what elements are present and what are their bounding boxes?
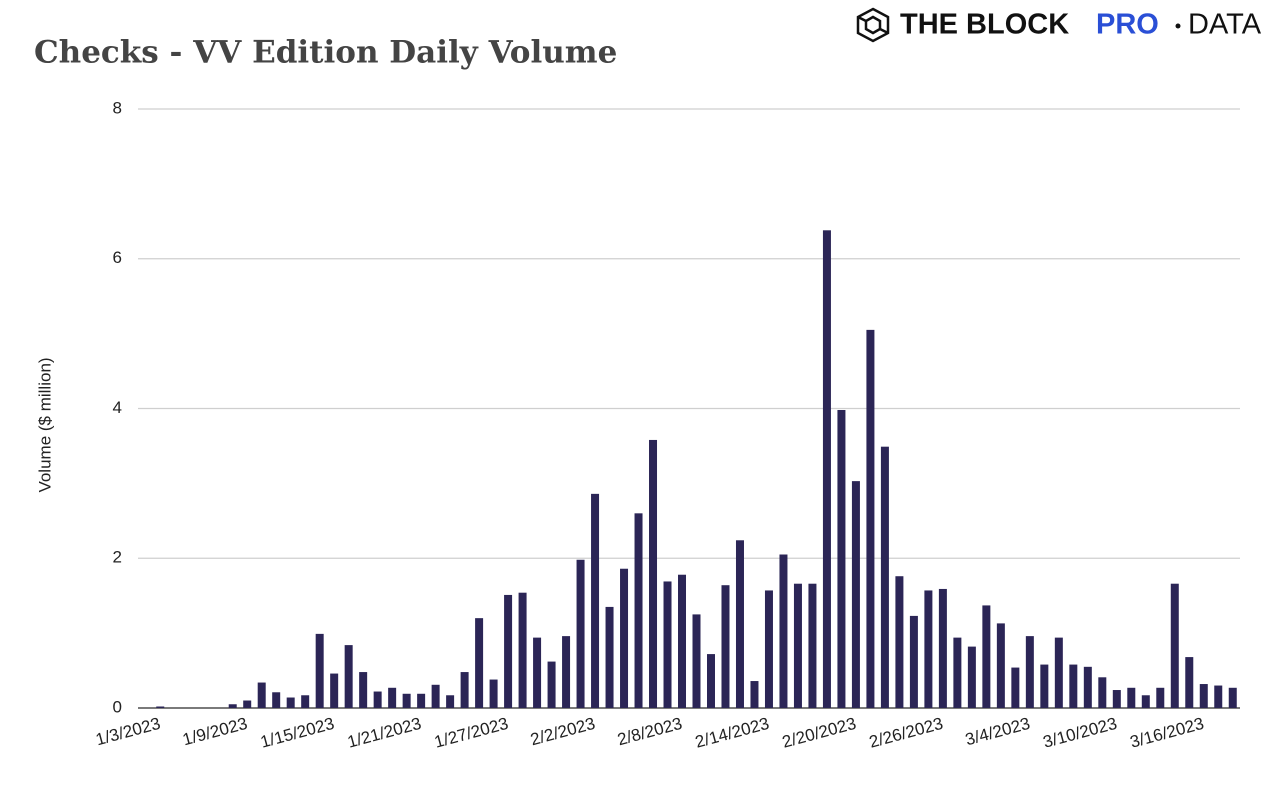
bar — [1156, 687, 1165, 708]
bar — [1199, 684, 1208, 708]
chart-title: Checks - VV Edition Daily Volume — [34, 35, 617, 71]
bar — [431, 684, 440, 708]
bar — [706, 654, 715, 708]
bar — [547, 661, 556, 708]
bar — [1112, 690, 1121, 708]
bar — [518, 592, 527, 708]
bar — [1083, 666, 1092, 708]
bar — [576, 559, 585, 708]
bar — [1054, 637, 1063, 708]
bar — [373, 691, 382, 708]
y-tick-label: 8 — [113, 98, 122, 117]
bar — [533, 637, 542, 708]
bar — [750, 681, 759, 708]
bar — [953, 637, 962, 708]
bar — [1214, 685, 1223, 708]
bar — [1069, 664, 1078, 708]
x-tick-label: 3/16/2023 — [1128, 714, 1206, 752]
bar — [286, 697, 295, 708]
x-tick-label: 3/4/2023 — [963, 714, 1032, 749]
bar — [649, 439, 658, 708]
bar — [620, 568, 629, 708]
bar — [938, 588, 947, 708]
bar — [417, 693, 426, 708]
x-tick-label: 2/14/2023 — [693, 714, 771, 752]
y-axis-label: Volume ($ million) — [35, 357, 54, 492]
bar — [692, 614, 701, 708]
x-tick-label: 2/2/2023 — [528, 714, 597, 749]
bar — [156, 706, 165, 708]
bar — [793, 583, 802, 708]
x-tick-label: 2/26/2023 — [867, 714, 945, 752]
x-tick-label: 2/8/2023 — [615, 714, 684, 749]
bar — [315, 633, 324, 708]
bar — [243, 700, 252, 708]
bar — [895, 576, 904, 708]
logo-dot — [1175, 23, 1181, 29]
bar — [822, 230, 831, 709]
x-tick-label: 2/20/2023 — [780, 714, 858, 752]
x-tick-label: 1/27/2023 — [432, 714, 510, 752]
bar — [851, 481, 860, 708]
bar — [504, 594, 513, 708]
bar — [257, 682, 266, 708]
bar — [489, 679, 498, 708]
bar — [1025, 636, 1034, 708]
bar — [1011, 667, 1020, 708]
x-tick-label: 1/21/2023 — [345, 714, 423, 752]
y-tick-label: 4 — [113, 398, 122, 417]
bar — [344, 645, 353, 708]
logo-icon — [856, 7, 890, 43]
bar — [721, 585, 730, 708]
y-tick-label: 6 — [113, 248, 122, 267]
bar — [1098, 677, 1107, 708]
bar — [605, 606, 614, 708]
bar — [735, 540, 744, 708]
logo-brand: THE BLOCK — [900, 9, 1069, 41]
bar — [996, 623, 1005, 708]
bar — [880, 446, 889, 708]
x-tick-label: 1/15/2023 — [258, 714, 336, 752]
bar — [837, 409, 846, 708]
bar — [1040, 664, 1049, 708]
bar — [967, 646, 976, 708]
bar — [663, 581, 672, 708]
y-tick-label: 0 — [113, 697, 122, 716]
bar — [228, 704, 237, 708]
x-tick-label: 1/3/2023 — [94, 714, 163, 749]
bar — [924, 590, 933, 708]
bar — [562, 636, 571, 708]
bar — [591, 493, 600, 708]
bar — [1228, 687, 1237, 708]
x-tick-label: 1/9/2023 — [181, 714, 250, 749]
x-tick-label: 3/10/2023 — [1041, 714, 1119, 752]
bar — [808, 583, 817, 708]
bar — [460, 672, 469, 708]
bar — [982, 605, 991, 708]
bar — [272, 692, 281, 708]
bar — [909, 615, 918, 708]
bar — [446, 695, 455, 708]
bar — [359, 672, 368, 708]
bar — [764, 590, 773, 708]
bar — [1141, 695, 1150, 708]
bar — [779, 554, 788, 708]
bar — [678, 574, 687, 708]
bar — [866, 329, 875, 708]
logo-product: DATA — [1188, 9, 1262, 41]
bar — [330, 673, 339, 708]
bar — [1170, 583, 1179, 708]
bar — [1185, 657, 1194, 708]
logo-tier: PRO — [1096, 9, 1159, 41]
bar — [1127, 687, 1136, 708]
bar — [402, 693, 411, 708]
bar — [388, 687, 397, 708]
bar — [475, 618, 484, 708]
bar — [301, 695, 310, 708]
bar — [634, 513, 643, 708]
logo: THE BLOCK PRO DATA — [856, 7, 1262, 43]
y-tick-label: 2 — [113, 548, 122, 567]
